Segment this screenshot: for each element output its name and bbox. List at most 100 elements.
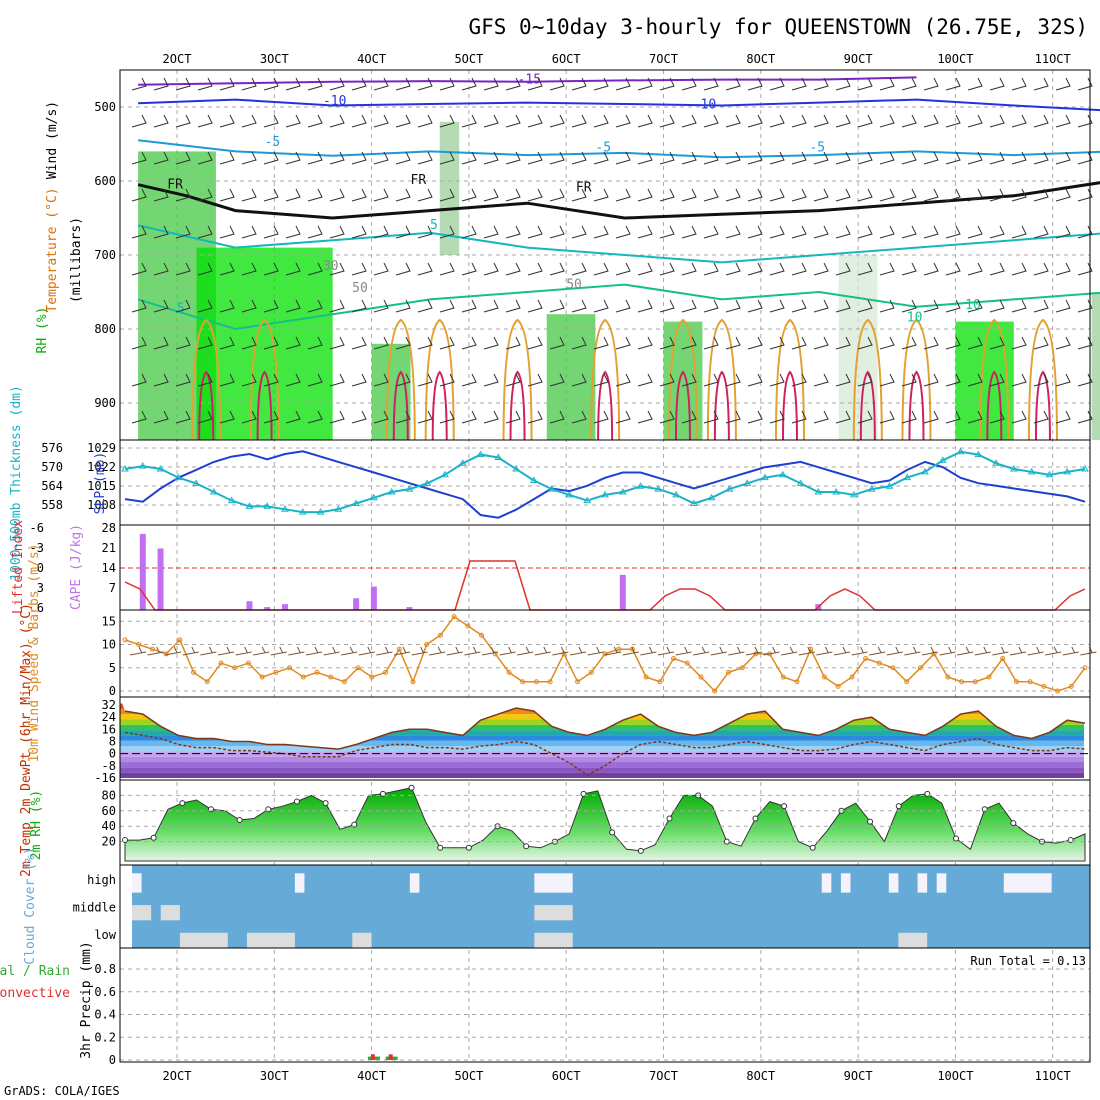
y-axis-label-precip: 3hr Precip (mm) xyxy=(79,941,94,1058)
cape-bar xyxy=(282,604,288,610)
wind-barb xyxy=(1033,151,1049,165)
wind-barb xyxy=(461,114,477,128)
wind-barb xyxy=(329,262,345,276)
wind-barb xyxy=(505,410,521,424)
wind-barb xyxy=(945,262,961,276)
wind-barb xyxy=(637,299,653,313)
wind-barb xyxy=(153,188,169,202)
wind-barb xyxy=(659,114,675,128)
hot-contour xyxy=(198,370,215,441)
wind-barb xyxy=(483,188,499,202)
wind-barb xyxy=(505,114,521,128)
wind-barb xyxy=(285,77,301,91)
wind-barb xyxy=(483,336,499,350)
wind-barb xyxy=(615,77,631,91)
wind-barb xyxy=(659,151,675,165)
warm-contour xyxy=(706,318,737,441)
wind-barb xyxy=(923,262,939,276)
wind-barb xyxy=(285,299,301,313)
wind-barb xyxy=(549,188,565,202)
wind-barb xyxy=(725,262,741,276)
wind-marker xyxy=(204,679,210,685)
y-axis-label-temp2m: 2m Temp 2m DewPt (6hr Min/Max) (°C) xyxy=(19,603,34,877)
wind-marker xyxy=(1000,655,1006,661)
wind-barb-10m xyxy=(147,646,164,656)
thickness-marker xyxy=(1081,465,1089,472)
wind-barb xyxy=(175,262,191,276)
wind-barb xyxy=(989,262,1005,276)
rh-marker xyxy=(609,829,616,836)
wind-barb xyxy=(989,299,1005,313)
warm-contour xyxy=(191,318,222,441)
rh-marker xyxy=(322,800,329,807)
cloud-gap xyxy=(534,905,573,921)
temp-contour xyxy=(137,224,1100,264)
wind-barb xyxy=(395,373,411,387)
wind-barb xyxy=(945,410,961,424)
wind-barb xyxy=(307,262,323,276)
y-tick-label: 700 xyxy=(94,248,116,262)
wind-barb xyxy=(681,336,697,350)
wind-barb xyxy=(967,262,983,276)
wind-marker xyxy=(643,674,649,680)
wind-barb-10m xyxy=(517,646,534,656)
wind-barb xyxy=(901,114,917,128)
wind-barb xyxy=(857,188,873,202)
wind-barb xyxy=(1011,299,1027,313)
wind-barb-10m xyxy=(816,646,833,656)
cloud-gap xyxy=(821,873,832,893)
wind-barb xyxy=(659,336,675,350)
wind-barb xyxy=(241,188,257,202)
wind-barb xyxy=(439,299,455,313)
wind-barb-10m xyxy=(921,646,939,656)
cloud-gap xyxy=(409,873,420,893)
cape-bar xyxy=(619,574,626,610)
thickness-marker xyxy=(476,450,485,458)
wind-barb xyxy=(879,410,895,424)
wind-barb xyxy=(681,410,697,424)
wind-barb-10m xyxy=(1009,646,1027,656)
warm-contour xyxy=(502,318,533,441)
thickness-marker xyxy=(121,465,129,472)
wind-barb xyxy=(769,188,785,202)
wind-barb xyxy=(923,188,939,202)
wind-barb xyxy=(329,373,345,387)
wind-barb xyxy=(593,77,609,91)
thickness-marker xyxy=(974,450,983,458)
wind-barb xyxy=(659,410,675,424)
temp-band xyxy=(120,762,1084,768)
thickness-marker xyxy=(618,488,627,495)
x-tick-label-top: 5OCT xyxy=(454,52,483,66)
y-tick-label: 5 xyxy=(109,661,116,675)
thickness-marker xyxy=(387,488,396,495)
wind-barb xyxy=(263,410,279,424)
wind-marker xyxy=(588,669,594,675)
thickness-marker xyxy=(992,459,1000,466)
wind-marker xyxy=(314,669,320,675)
wind-barb xyxy=(615,373,631,387)
wind-barb xyxy=(593,410,609,424)
wind-barb xyxy=(153,225,169,239)
contour-label: 50 xyxy=(566,277,582,292)
y-tick-label-left: -3 xyxy=(30,541,44,555)
y-tick-label: 10 xyxy=(102,638,116,652)
wind-barb-10m xyxy=(464,646,481,656)
wind-barb xyxy=(879,188,895,202)
wind-barb-10m xyxy=(376,646,393,656)
y-tick-label: 0.2 xyxy=(94,1030,116,1044)
thickness-marker xyxy=(405,485,414,492)
temp-mask xyxy=(120,697,1090,750)
wind-barb xyxy=(527,151,543,165)
wind-barb xyxy=(483,77,499,91)
wind-barb xyxy=(1011,188,1027,202)
wind-barb xyxy=(329,225,345,239)
wind-barb xyxy=(1055,410,1071,424)
wind-marker xyxy=(671,655,677,661)
wind-barb xyxy=(285,188,301,202)
rh-marker xyxy=(1067,837,1074,844)
wind-barb xyxy=(1033,225,1049,239)
thickness-marker xyxy=(672,490,680,498)
wind-barb xyxy=(1077,262,1093,276)
wind-barb xyxy=(373,225,389,239)
wind-barb-10m xyxy=(499,646,516,656)
